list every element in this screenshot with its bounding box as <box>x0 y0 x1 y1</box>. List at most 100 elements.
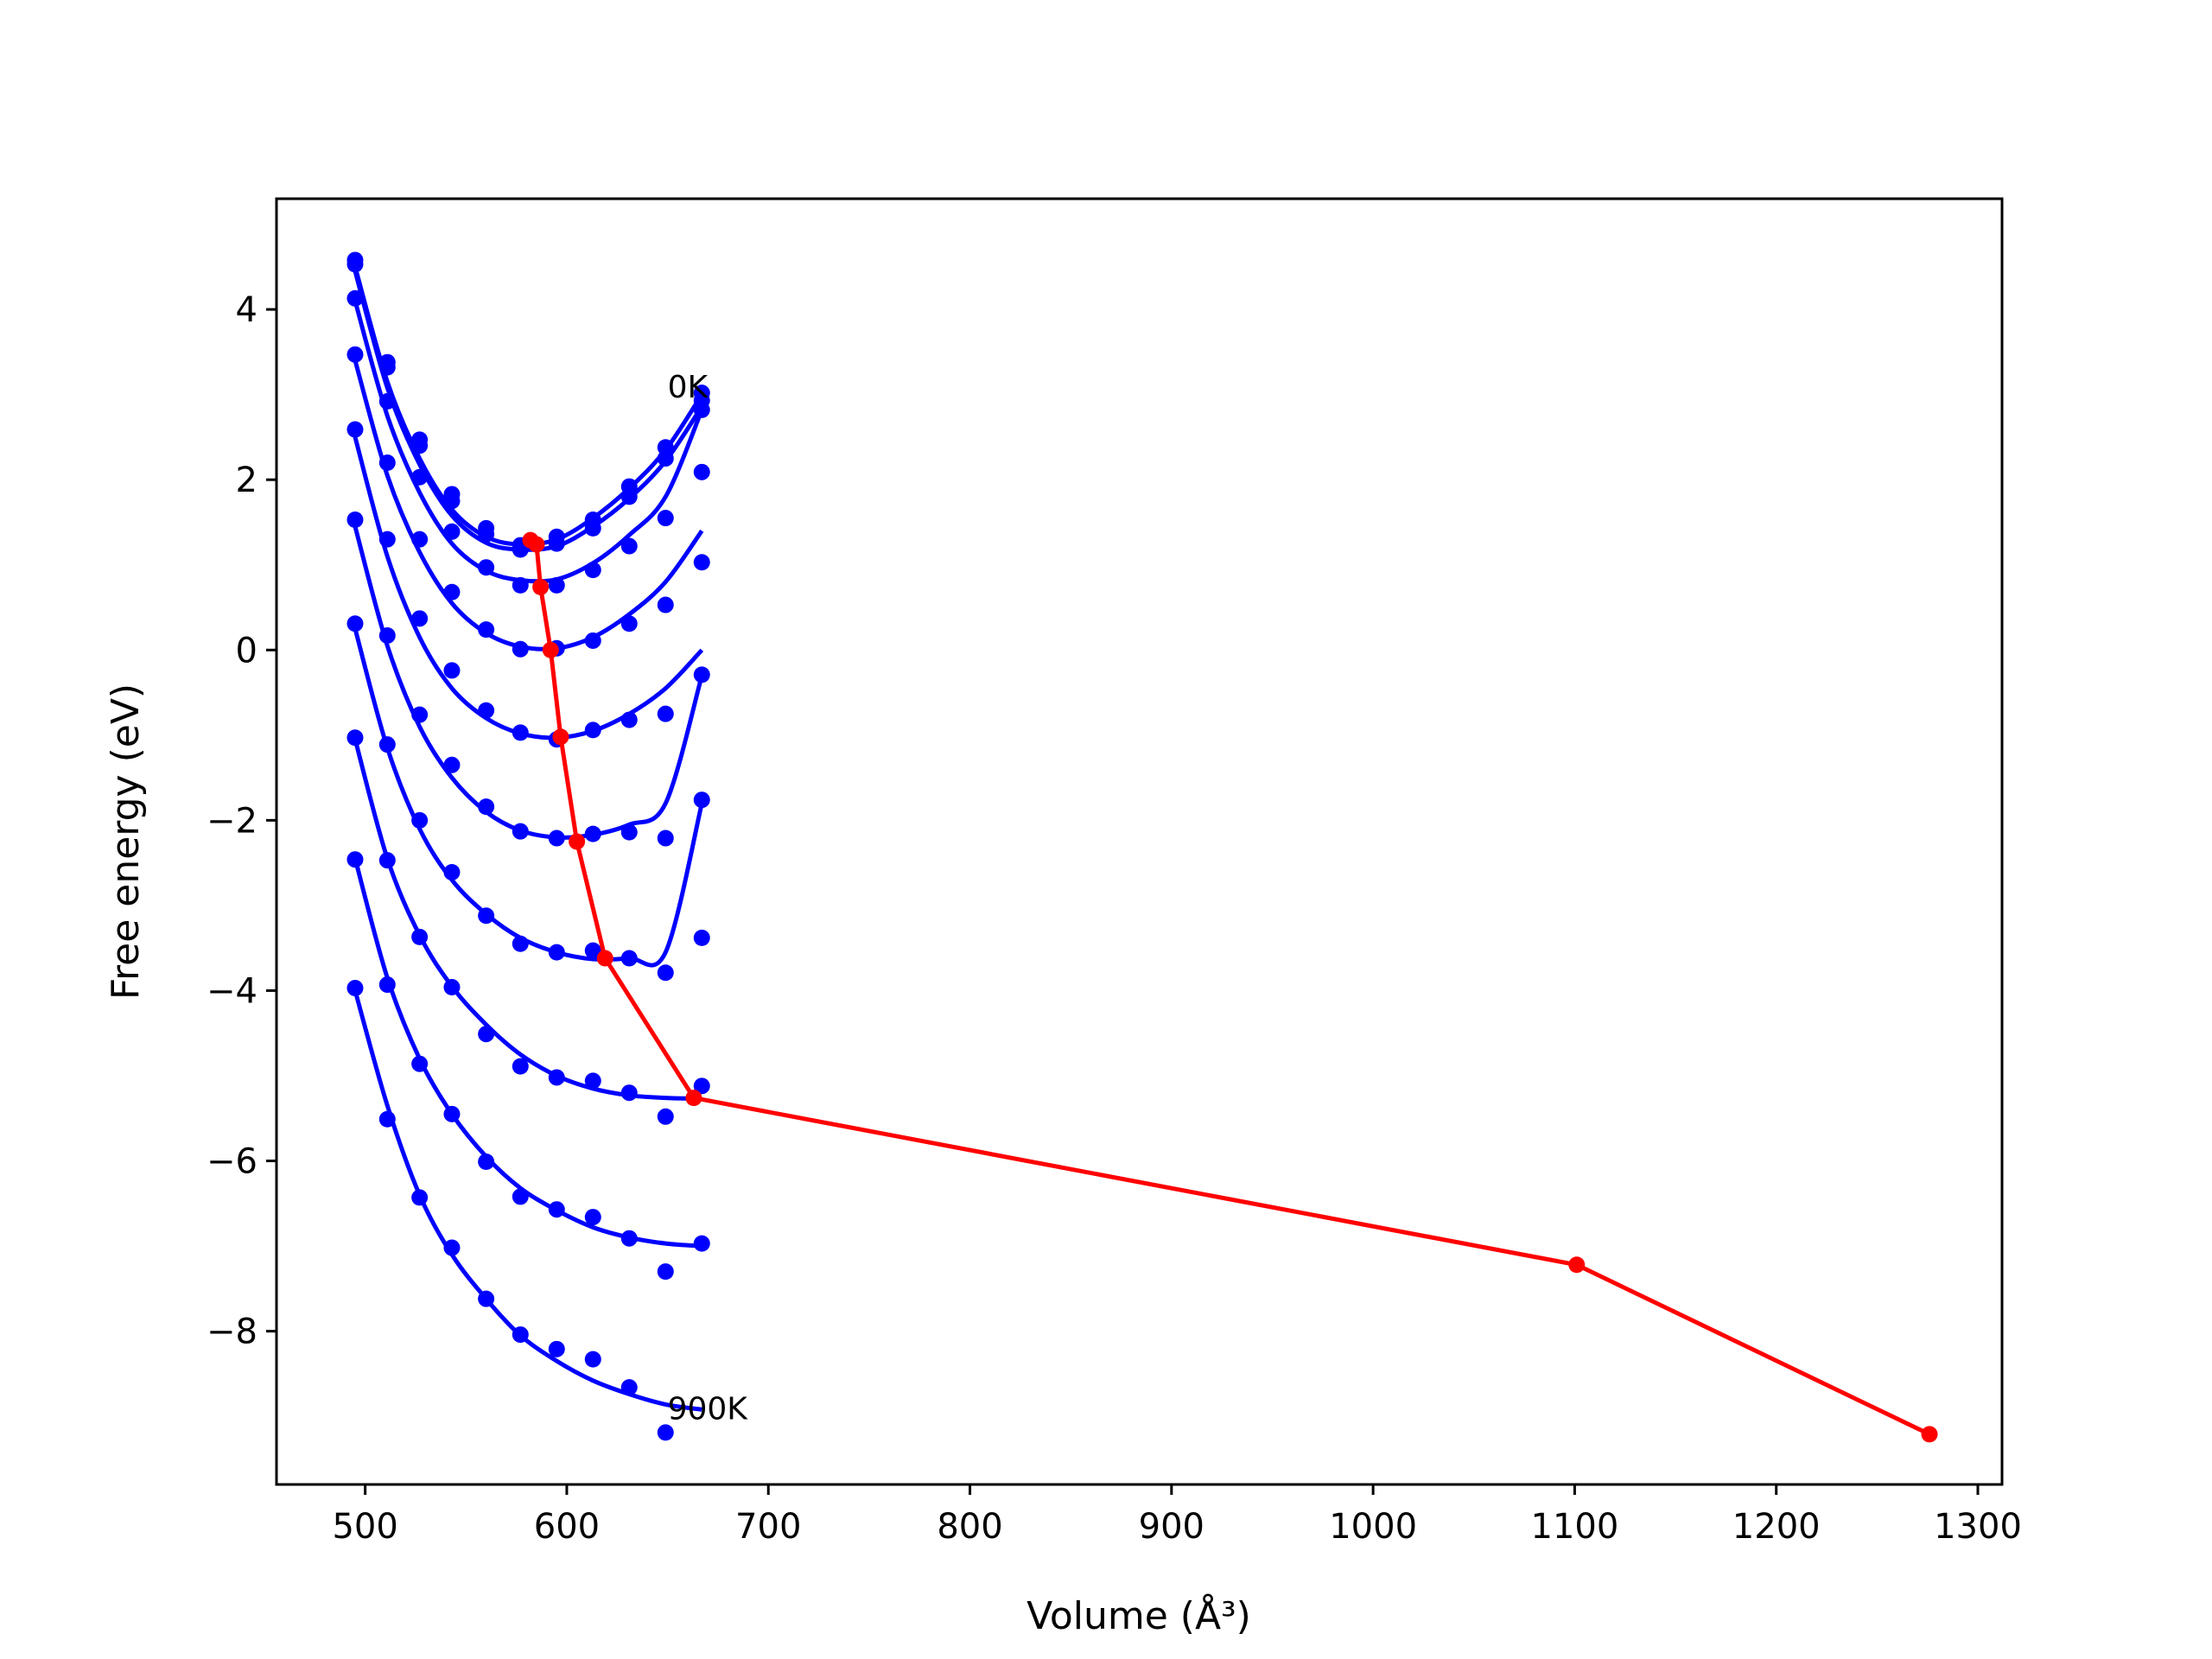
isotherm-data-point <box>693 929 710 946</box>
isotherm-data-point <box>478 621 495 639</box>
isotherm-data-point <box>443 493 461 510</box>
y-tick-label: 0 <box>236 631 257 671</box>
y-tick-label: −4 <box>207 971 257 1011</box>
y-tick-label: 4 <box>236 290 257 330</box>
minimum-path-point <box>685 1090 702 1107</box>
isotherm-data-point <box>548 830 565 847</box>
minimum-path-point <box>532 578 550 595</box>
isotherm-data-point <box>346 346 364 363</box>
isotherm-data-point <box>512 724 529 741</box>
isotherm-data-point <box>620 1230 638 1247</box>
isotherm-data-point <box>346 289 364 307</box>
isotherm-data-point <box>548 1340 565 1357</box>
isotherm-data-point <box>512 1058 529 1075</box>
isotherm-data-point <box>378 454 396 471</box>
temperature-annotation: 0K <box>668 370 709 405</box>
y-tick-label: 2 <box>236 461 257 500</box>
isotherm-data-point <box>478 1026 495 1043</box>
isotherm-data-point <box>478 559 495 576</box>
isotherm-data-point <box>443 1105 461 1122</box>
isotherm-data-point <box>411 531 429 548</box>
isotherm-data-point <box>443 523 461 540</box>
isotherm-data-point <box>657 830 674 847</box>
isotherm-data-point <box>411 1055 429 1072</box>
isotherm-data-point <box>693 1235 710 1252</box>
isotherm-data-point <box>378 393 396 410</box>
isotherm-data-point <box>548 576 565 594</box>
isotherm-data-point <box>378 359 396 376</box>
x-tick-label: 1100 <box>1531 1507 1619 1547</box>
isotherm-data-point <box>548 1201 565 1218</box>
isotherm-data-point <box>346 729 364 747</box>
minimum-path-line <box>529 538 1931 1437</box>
isotherm-data-point <box>378 736 396 753</box>
x-tick-label: 1000 <box>1329 1507 1417 1547</box>
isotherm-data-point <box>443 1239 461 1256</box>
temperature-annotation: 900K <box>668 1391 749 1427</box>
x-tick-label: 700 <box>735 1507 801 1547</box>
isotherm-data-point <box>478 1154 495 1171</box>
isotherm-data-point <box>443 756 461 773</box>
isotherm-data-point <box>378 1110 396 1128</box>
isotherm-data-point <box>378 627 396 645</box>
minimum-path-point <box>1568 1256 1586 1274</box>
isotherm-data-point <box>584 519 601 537</box>
isotherm-data-point <box>584 632 601 649</box>
isotherm-data-point <box>411 706 429 723</box>
isotherm-fit-curve-3 <box>353 359 704 652</box>
minimum-path-point <box>542 641 559 658</box>
x-tick-label: 900 <box>1139 1507 1205 1547</box>
isotherm-fit-curve-9 <box>353 989 702 1412</box>
isotherm-data-point <box>346 256 364 273</box>
isotherm-data-point <box>620 615 638 632</box>
x-tick-label: 500 <box>332 1507 397 1547</box>
isotherm-data-point <box>346 512 364 529</box>
isotherm-data-point <box>657 1263 674 1281</box>
minimum-path-point <box>552 728 569 746</box>
isotherm-data-point <box>620 488 638 505</box>
minimum-path-point <box>569 833 586 850</box>
isotherm-data-point <box>478 798 495 816</box>
isotherm-data-point <box>584 825 601 842</box>
isotherm-data-point <box>620 711 638 728</box>
isotherm-data-point <box>620 950 638 967</box>
isotherm-data-point <box>443 583 461 601</box>
isotherm-data-point <box>478 525 495 543</box>
isotherm-data-point <box>411 610 429 627</box>
isotherm-data-point <box>657 450 674 467</box>
isotherm-data-point <box>346 615 364 632</box>
isotherm-data-point <box>478 907 495 925</box>
isotherm-data-point <box>512 640 529 658</box>
isotherm-data-point <box>378 852 396 869</box>
isotherm-data-point <box>693 463 710 480</box>
isotherm-data-point <box>657 510 674 527</box>
isotherm-data-point <box>693 666 710 683</box>
isotherm-data-point <box>411 811 429 829</box>
isotherm-data-point <box>411 928 429 945</box>
isotherm-data-point <box>657 596 674 613</box>
isotherm-data-point <box>346 421 364 438</box>
isotherm-data-point <box>620 823 638 841</box>
isotherm-data-point <box>512 935 529 952</box>
x-tick-label: 1300 <box>1934 1507 2022 1547</box>
y-tick-label: −2 <box>207 801 257 841</box>
isotherm-fit-curve-1 <box>353 270 704 552</box>
isotherm-data-point <box>548 944 565 961</box>
isotherm-data-point <box>584 562 601 579</box>
isotherm-data-point <box>346 851 364 868</box>
x-tick-label: 600 <box>534 1507 600 1547</box>
isotherm-data-point <box>620 1379 638 1396</box>
isotherm-data-point <box>411 437 429 454</box>
isotherm-data-point <box>657 705 674 722</box>
isotherm-data-point <box>693 791 710 809</box>
isotherm-data-point <box>693 1077 710 1095</box>
isotherm-data-point <box>584 721 601 739</box>
isotherm-data-point <box>512 576 529 594</box>
isotherm-data-point <box>620 537 638 555</box>
y-tick-label: −6 <box>207 1142 257 1182</box>
isotherm-data-point <box>548 1069 565 1086</box>
isotherm-data-point <box>584 942 601 959</box>
isotherm-data-point <box>657 1424 674 1441</box>
y-axis-label: Free energy (eV) <box>104 683 148 1000</box>
